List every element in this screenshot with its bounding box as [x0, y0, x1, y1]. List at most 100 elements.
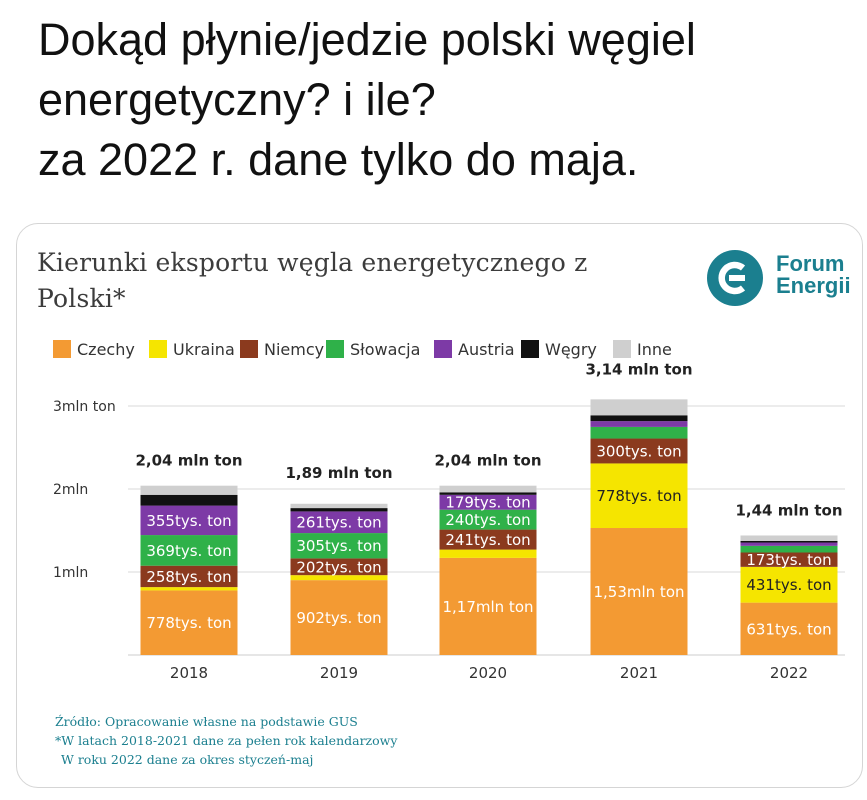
- bar-segment: [740, 602, 838, 655]
- segment-label: 355tys. ton: [146, 512, 231, 530]
- legend-label: Niemcy: [264, 339, 325, 359]
- bar-segment: [290, 511, 388, 534]
- bar-segment: [590, 399, 688, 416]
- bar-total-label: 1,89 mln ton: [285, 464, 392, 482]
- bar-segment: [140, 535, 238, 566]
- period-note-1: *W latach 2018-2021 dane za pełen rok ka…: [55, 733, 398, 748]
- bar-segment: [290, 575, 388, 581]
- period-note-2: W roku 2022 dane za okres styczeń-maj: [61, 752, 314, 767]
- forum-energii-logo-icon: [707, 250, 763, 306]
- forum-energii-logo: Forum Energii: [707, 250, 857, 308]
- bar-segment: [140, 494, 238, 506]
- legend-swatch: [53, 340, 71, 358]
- logo-text: Forum Energii: [776, 253, 866, 297]
- legend-swatch: [149, 340, 167, 358]
- x-tick-label: 2018: [170, 664, 208, 682]
- bar-segment: [140, 590, 238, 655]
- bar-total-label: 2,04 mln ton: [135, 452, 242, 470]
- legend-item-2: Niemcy: [240, 338, 324, 360]
- segment-label: 631tys. ton: [746, 620, 831, 638]
- legend-item-3: Słowacja: [326, 338, 420, 360]
- bar-segment: [439, 509, 537, 530]
- bar-segment: [290, 558, 388, 576]
- bar-total-label: 3,14 mln ton: [585, 360, 692, 378]
- bar-segment: [740, 542, 838, 546]
- bar-segment: [140, 485, 238, 495]
- bar-segment: [740, 535, 838, 541]
- legend-label: Słowacja: [350, 339, 421, 359]
- bar-segment: [140, 565, 238, 588]
- bar-segment: [590, 415, 688, 422]
- bar-segment: [439, 557, 537, 655]
- bar-segment: [439, 492, 537, 495]
- segment-label: 369tys. ton: [146, 542, 231, 560]
- y-tick-label: 2mln: [53, 482, 88, 498]
- bar-segment: [290, 580, 388, 655]
- legend-item-5: Węgry: [521, 338, 597, 360]
- legend-label: Austria: [458, 339, 515, 359]
- bar-segment: [590, 426, 688, 439]
- chart-title-line-1: Kierunki eksportu węgla energetycznego z: [37, 248, 588, 277]
- bar-segment: [439, 485, 537, 493]
- chart-title-line-2: Polski*: [37, 284, 126, 313]
- segment-label: 300tys. ton: [596, 442, 681, 460]
- segment-label: 258tys. ton: [146, 568, 231, 586]
- logo-text-line-2: Energii: [776, 273, 851, 298]
- segment-label: 261tys. ton: [296, 514, 381, 532]
- bar-segment: [140, 505, 238, 536]
- bar-segment: [740, 552, 838, 567]
- segment-label: 902tys. ton: [296, 609, 381, 627]
- x-tick-label: 2020: [469, 664, 507, 682]
- bar-segment: [590, 528, 688, 655]
- legend-swatch: [613, 340, 631, 358]
- tweet-text: Dokąd płynie/jedzie polski węgiel energe…: [38, 10, 838, 190]
- bar-segment: [740, 566, 838, 603]
- segment-label: 179tys. ton: [445, 494, 530, 512]
- segment-label: 778tys. ton: [596, 487, 681, 505]
- logo-text-line-1: Forum: [776, 251, 845, 276]
- bar-segment: [290, 533, 388, 559]
- bar-segment: [290, 508, 388, 512]
- legend-label: Inne: [637, 339, 672, 359]
- tweet-line-2: energetyczny? i ile?: [38, 74, 436, 125]
- legend-item-6: Inne: [613, 338, 672, 360]
- x-tick-label: 2019: [320, 664, 358, 682]
- segment-label: 1,53mln ton: [593, 583, 684, 601]
- legend-label: Czechy: [77, 339, 135, 359]
- bar-total-label: 2,04 mln ton: [434, 452, 541, 470]
- legend-swatch: [240, 340, 258, 358]
- segment-label: 305tys. ton: [296, 537, 381, 555]
- chart-title: Kierunki eksportu węgla energetycznego z…: [37, 245, 687, 317]
- bar-segment: [740, 540, 838, 543]
- legend-swatch: [434, 340, 452, 358]
- y-tick-label: 1mln: [53, 565, 88, 581]
- bar-segment: [140, 587, 238, 591]
- bar-segment: [439, 529, 537, 550]
- bar-segment: [590, 463, 688, 529]
- segment-label: 778tys. ton: [146, 614, 231, 632]
- legend-item-1: Ukraina: [149, 338, 235, 360]
- tweet-line-1: Dokąd płynie/jedzie polski węgiel: [38, 14, 696, 65]
- x-tick-label: 2021: [620, 664, 658, 682]
- legend-label: Ukraina: [173, 339, 235, 359]
- segment-label: 173tys. ton: [746, 551, 831, 569]
- bar-segment: [439, 494, 537, 510]
- legend-item-4: Austria: [434, 338, 515, 360]
- bar-segment: [290, 503, 388, 509]
- bar-total-label: 1,44 mln ton: [735, 501, 842, 519]
- source-note: Źródło: Opracowanie własne na podstawie …: [55, 714, 358, 729]
- footnotes: Źródło: Opracowanie własne na podstawie …: [55, 712, 655, 769]
- segment-label: 202tys. ton: [296, 558, 381, 576]
- segment-label: 431tys. ton: [746, 576, 831, 594]
- x-tick-label: 2022: [770, 664, 808, 682]
- y-tick-label: 3mln ton: [53, 399, 116, 415]
- segment-label: 240tys. ton: [445, 511, 530, 529]
- bar-segment: [590, 438, 688, 464]
- legend-label: Węgry: [545, 339, 597, 359]
- legend-item-0: Czechy: [53, 338, 135, 360]
- bar-segment: [740, 545, 838, 553]
- legend-swatch: [326, 340, 344, 358]
- segment-label: 1,17mln ton: [442, 598, 533, 616]
- bar-segment: [439, 549, 537, 558]
